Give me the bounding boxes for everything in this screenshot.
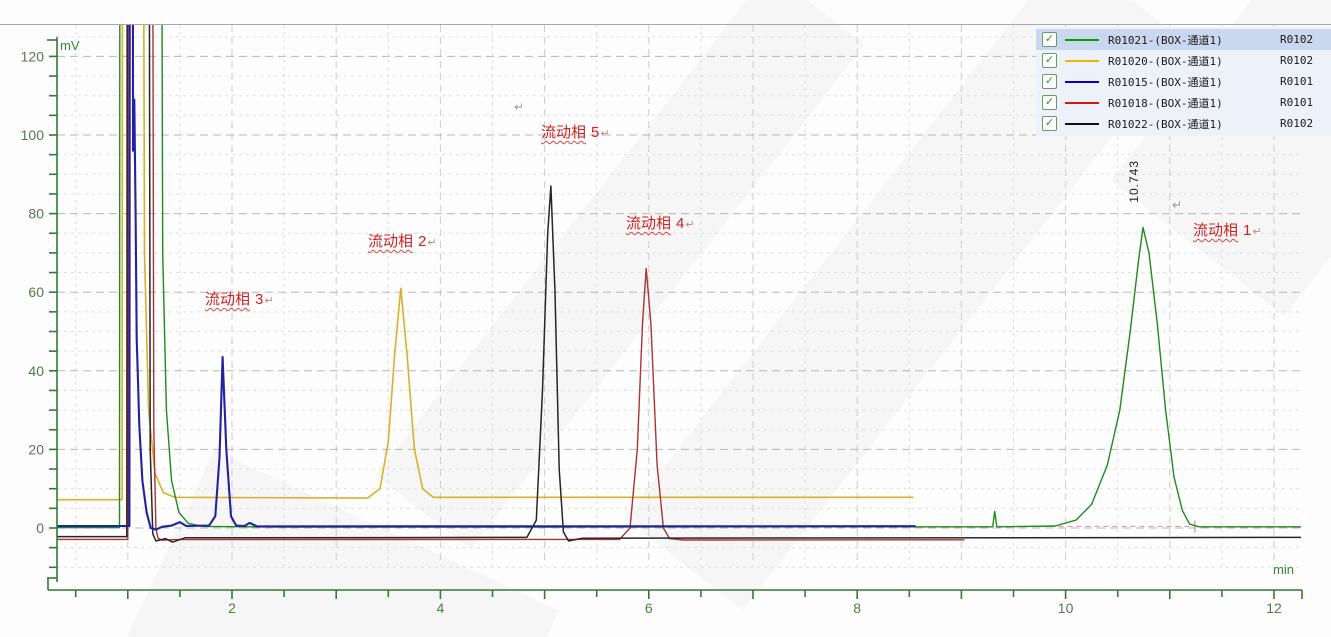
trace-R01015	[57, 25, 916, 531]
checkbox-checked-icon[interactable]: ✓	[1042, 74, 1057, 89]
peak-label-5: 流动相 5↵	[541, 121, 610, 142]
return-mark-icon: ↵	[1172, 198, 1183, 212]
svg-text:0: 0	[36, 520, 44, 536]
svg-text:10: 10	[1058, 600, 1074, 616]
svg-text:80: 80	[28, 206, 44, 222]
legend-row-R01022[interactable]: ✓ R01022-(BOX-通道1) R0102	[1036, 113, 1331, 134]
legend-row-R01021[interactable]: ✓ R01021-(BOX-通道1) R0102	[1036, 29, 1331, 50]
y-axis-unit-label: mV	[60, 38, 80, 53]
legend-label: R01022-(BOX-通道1)	[1108, 117, 1223, 131]
x-axis-unit-label: min	[1273, 562, 1294, 577]
svg-text:4: 4	[437, 600, 445, 616]
peak-label-number: 5	[591, 124, 600, 141]
svg-text:8: 8	[853, 600, 861, 616]
checkbox-checked-icon[interactable]: ✓	[1042, 53, 1057, 68]
return-mark-icon: ↵	[427, 237, 437, 249]
legend-row-R01018[interactable]: ✓ R01018-(BOX-通道1) R0101	[1036, 92, 1331, 113]
peak-label-number: 2	[418, 233, 427, 250]
peak-label-text: 流动相	[368, 233, 414, 250]
legend-label: R01021-(BOX-通道1)	[1108, 33, 1223, 47]
legend-panel[interactable]: ✓ R01021-(BOX-通道1) R0102 ✓ R01020-(BOX-通道1) R…	[1036, 27, 1331, 136]
svg-text:20: 20	[28, 441, 44, 457]
trace-R01018	[57, 25, 965, 541]
return-mark-icon: ↵	[264, 295, 274, 307]
peak-label-number: 3	[255, 291, 264, 308]
peak-label-2: 流动相 2↵	[368, 230, 437, 251]
checkbox-checked-icon[interactable]: ✓	[1042, 116, 1057, 131]
traces	[57, 25, 1302, 543]
legend-label-secondary: R0101	[1280, 75, 1314, 88]
axes	[47, 37, 1303, 599]
trace-R01021	[57, 25, 1302, 529]
legend-color-line	[1065, 38, 1099, 41]
legend-label: R01020-(BOX-通道1)	[1108, 54, 1223, 68]
svg-text:12: 12	[1266, 600, 1282, 616]
svg-text:40: 40	[28, 363, 44, 379]
legend-label: R01015-(BOX-通道1)	[1108, 75, 1223, 89]
peak-label-text: 流动相	[626, 215, 672, 232]
peak-label-number: 4	[676, 215, 685, 232]
chart-top-border	[0, 24, 1331, 25]
peak-label-4: 流动相 4↵	[626, 212, 695, 233]
peak-label-1: 流动相 1↵	[1193, 219, 1262, 240]
svg-text:60: 60	[28, 284, 44, 300]
legend-label: R01018-(BOX-通道1)	[1108, 96, 1223, 110]
svg-text:120: 120	[21, 48, 45, 64]
legend-row-R01015[interactable]: ✓ R01015-(BOX-通道1) R0101	[1036, 71, 1331, 92]
legend-color-line	[1065, 59, 1099, 62]
legend-label-secondary: R0102	[1280, 54, 1314, 67]
legend-color-line	[1065, 80, 1099, 83]
checkbox-checked-icon[interactable]: ✓	[1042, 95, 1057, 110]
peak-label-3: 流动相 3↵	[205, 288, 274, 309]
legend-color-line	[1065, 122, 1099, 125]
svg-text:6: 6	[645, 600, 653, 616]
peak-label-text: 流动相	[205, 291, 251, 308]
return-mark-icon: ↵	[600, 128, 610, 140]
svg-text:2: 2	[228, 600, 236, 616]
peak-label-text: 流动相	[1193, 222, 1239, 239]
legend-label-secondary: R0101	[1280, 96, 1314, 109]
legend-label-secondary: R0102	[1280, 117, 1314, 130]
peak-label-text: 流动相	[541, 124, 587, 141]
checkbox-checked-icon[interactable]: ✓	[1042, 32, 1057, 47]
return-mark-icon: ↵	[1252, 226, 1262, 238]
legend-color-line	[1065, 101, 1099, 104]
trace-R01020	[57, 25, 914, 501]
trace-R01022	[57, 25, 1302, 543]
peak-label-number: 1	[1243, 222, 1252, 239]
legend-label-secondary: R0102	[1280, 33, 1314, 46]
svg-text:100: 100	[21, 127, 45, 143]
legend-row-R01020[interactable]: ✓ R01020-(BOX-通道1) R0102	[1036, 50, 1331, 71]
return-mark-icon: ↵	[685, 219, 695, 231]
return-mark-icon: ↵	[514, 100, 525, 114]
peak-retention-time-label: 10.743	[1127, 160, 1141, 203]
